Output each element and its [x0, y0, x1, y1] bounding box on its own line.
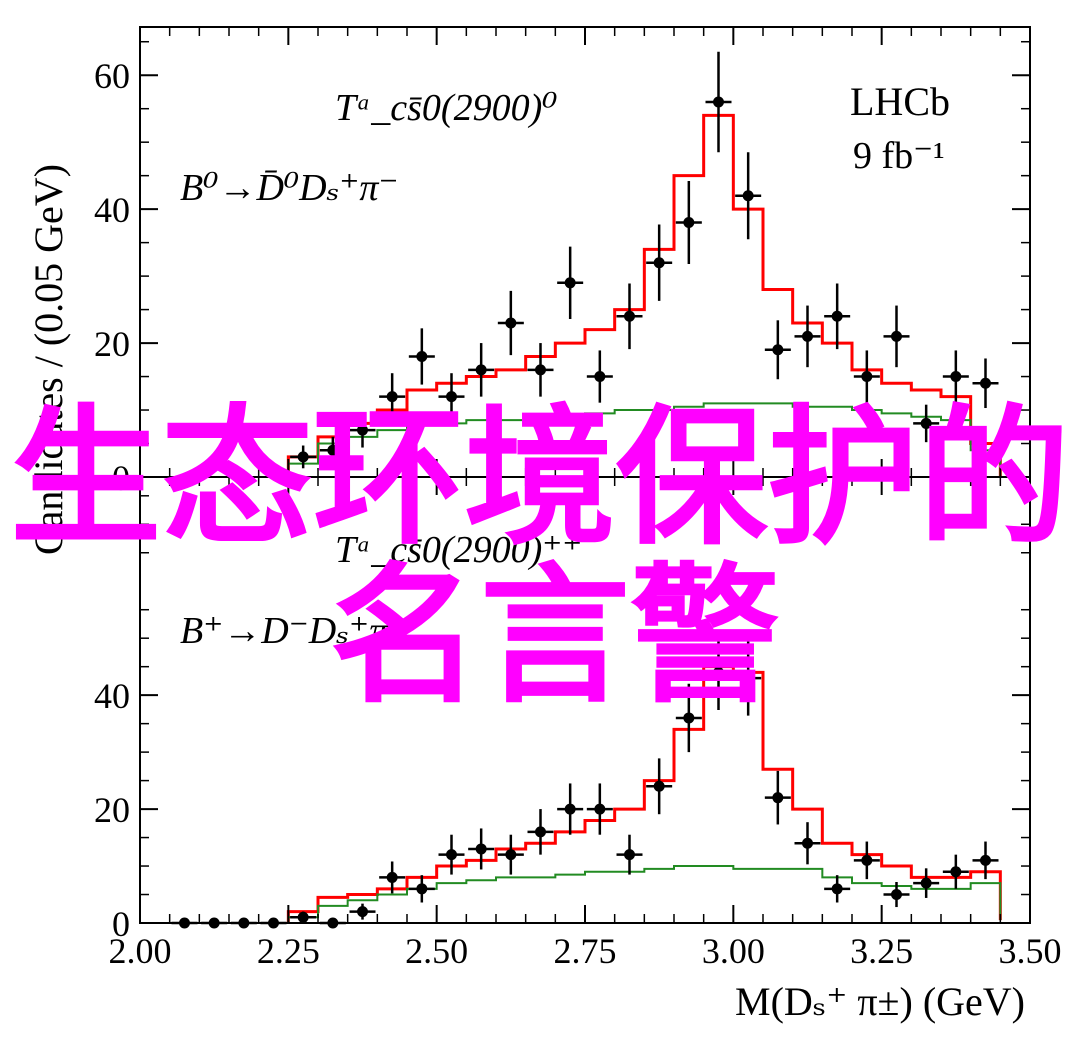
bottom-panel-plot: [171, 634, 1002, 929]
bottom-data-point: [290, 911, 317, 923]
top-y-tick-label: 20: [94, 324, 130, 364]
x-tick-label: 2.25: [257, 931, 320, 971]
top-y-tick-label: 0: [112, 458, 130, 498]
x-tick-label: 2.50: [405, 931, 468, 971]
bottom-data-point: [349, 903, 376, 920]
top-data-point: [379, 373, 406, 421]
bottom-data-point: [735, 640, 762, 716]
x-tick-label: 2.00: [109, 931, 172, 971]
top-data-point: [972, 358, 999, 409]
x-tick-label: 2.75: [554, 931, 617, 971]
axes: 0 20 40 60 0 20 40 2.00 2.25 2.50 2.75 3.00 3.25 3.50: [94, 27, 1062, 971]
experiment-label: LHCb: [850, 79, 950, 124]
top-y-tick-label: 40: [94, 190, 130, 230]
top-data-point: [557, 246, 584, 319]
top-panel-plot: [286, 51, 1002, 477]
x-axis-label: M(Dₛ⁺ π±) (GeV): [735, 979, 1025, 1024]
top-panel-title: Tᵃ_cs̄0(2900)⁰: [335, 87, 557, 129]
top-data-point: [319, 436, 346, 464]
bottom-data-point: [438, 834, 465, 875]
top-data-point: [497, 290, 524, 356]
bottom-data-point: [883, 881, 910, 908]
top-data-point: [853, 350, 880, 403]
top-data-point: [586, 350, 613, 403]
bottom-data-point: [824, 875, 851, 903]
top-total-fit-curve: [286, 113, 1002, 477]
bottom-data-point: [408, 875, 435, 903]
top-data-point: [735, 152, 762, 240]
top-data-point: [942, 350, 969, 403]
bottom-data-point: [586, 783, 613, 835]
top-data-point: [794, 305, 821, 368]
top-data-point: [764, 320, 791, 380]
bottom-data-point: [497, 834, 524, 875]
top-data-point: [290, 445, 317, 469]
top-data-point: [527, 343, 554, 397]
top-data-point: [913, 404, 940, 443]
top-data-point: [408, 328, 435, 385]
bottom-data-point: [468, 828, 495, 870]
bottom-y-tick-label: 20: [94, 790, 130, 830]
bottom-data-point: [557, 783, 584, 835]
bottom-data-point: [705, 634, 732, 710]
top-y-tick-label: 60: [94, 56, 130, 96]
bottom-data-point: [764, 770, 791, 825]
watermark-line-1: 生态环境保护的: [10, 392, 1070, 566]
watermark-line-2: 名言警: [330, 550, 780, 724]
top-panel-decay: B⁰→D̄⁰Dₛ⁺π⁻: [180, 167, 399, 209]
x-tick-label: 3.25: [850, 931, 913, 971]
bottom-data-point: [675, 683, 702, 753]
top-data-point: [468, 343, 495, 397]
bottom-data-point: [853, 841, 880, 880]
bottom-y-tick-label: 40: [94, 676, 130, 716]
bottom-data-point: [913, 868, 940, 898]
bottom-data-point: [616, 834, 643, 875]
top-data-point: [616, 283, 643, 350]
bottom-y-tick-label: 0: [112, 904, 130, 944]
bottom-data-point: [794, 822, 821, 865]
bottom-data-point: [942, 854, 969, 889]
luminosity-label: 9 fb⁻¹: [853, 135, 945, 177]
bottom-panel-decay: B⁺→D⁻Dₛ⁺π⁺: [180, 610, 408, 652]
bottom-panel-title: Tᵃ_cs̄0(2900)⁺⁺: [335, 529, 582, 571]
top-data-point: [349, 412, 376, 448]
top-data-point: [883, 305, 910, 368]
x-tick-label: 3.00: [702, 931, 765, 971]
bottom-data-point: [379, 861, 406, 894]
top-data-point: [705, 51, 732, 153]
bottom-data-point: [972, 841, 999, 880]
top-data-point: [824, 283, 851, 350]
top-background-curve: [287, 402, 1002, 477]
y-axis-label: Candidates / (0.05 GeV): [26, 164, 71, 555]
bottom-data-point: [527, 809, 554, 855]
top-data-point: [438, 373, 465, 421]
x-tick-label: 3.50: [999, 931, 1062, 971]
bottom-data-point: [646, 758, 673, 815]
top-data-point: [646, 224, 673, 301]
top-data-point: [675, 181, 702, 265]
